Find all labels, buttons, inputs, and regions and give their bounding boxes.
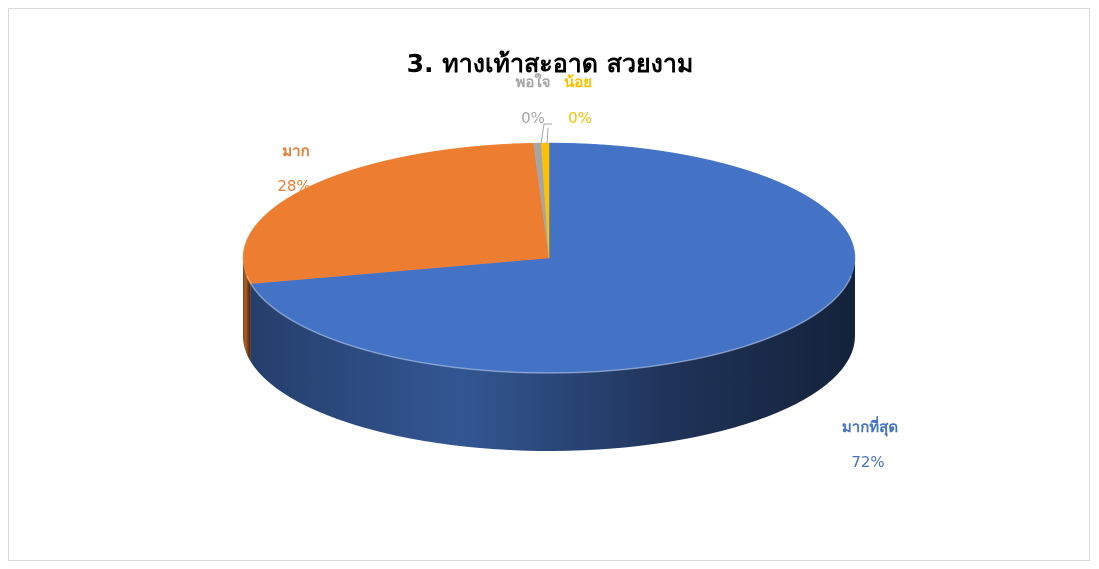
data-label-value-1: 28% (277, 177, 310, 195)
pie-slice-0 (250, 142, 856, 374)
pie-side-1 (243, 258, 251, 362)
data-label-value-3: 0% (568, 109, 592, 127)
pie-side-0 (250, 258, 855, 451)
data-label-category-2: พอใจ (515, 73, 550, 91)
data-label-category-3: น้อย (564, 73, 592, 91)
data-label-category-0: มากที่สุด (842, 416, 898, 437)
pie-slice-1 (242, 142, 550, 284)
pie-rim (246, 275, 852, 374)
leader-line-1 (546, 127, 549, 145)
chart-title: 3. ทางเท้าสะอาด สวยงาม (406, 49, 694, 78)
data-label-value-0: 72% (851, 453, 884, 471)
data-label-category-1: มาก (282, 142, 309, 160)
leader-line-0 (540, 123, 552, 145)
data-label-value-2: 0% (521, 109, 545, 127)
